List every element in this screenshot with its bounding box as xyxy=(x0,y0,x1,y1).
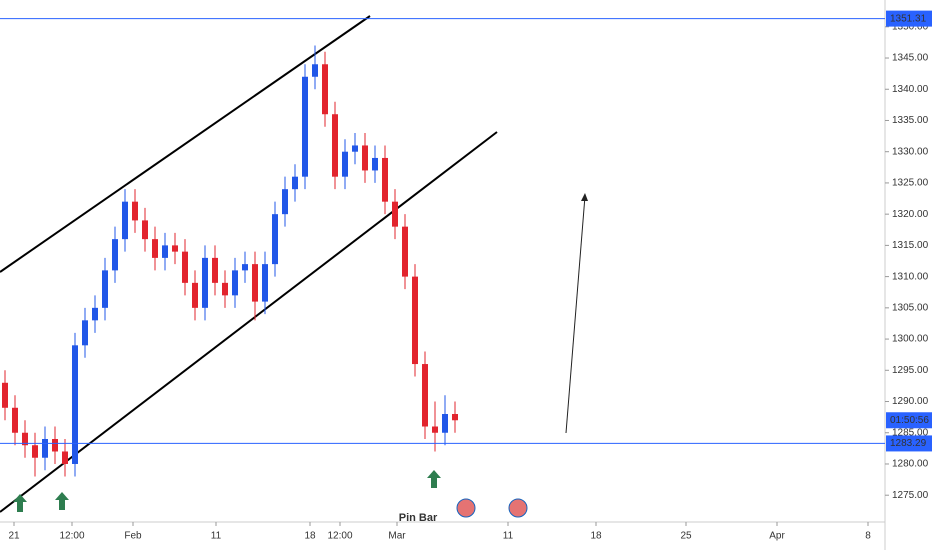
candle-body xyxy=(32,445,38,458)
level-label: 1351.31 xyxy=(890,13,927,24)
candle-body xyxy=(282,189,288,215)
candle-body xyxy=(42,438,48,458)
candle-body xyxy=(452,414,458,421)
candle-body xyxy=(312,64,318,77)
y-tick-label: 1345.00 xyxy=(892,53,929,64)
y-tick-label: 1340.00 xyxy=(892,84,929,95)
y-tick-label: 1320.00 xyxy=(892,209,929,220)
arrow-head xyxy=(581,193,588,201)
y-tick-label: 1335.00 xyxy=(892,115,929,126)
candle-body xyxy=(242,264,248,271)
candle-body xyxy=(132,201,138,221)
candle-body xyxy=(22,432,28,446)
event-icon xyxy=(508,498,528,518)
candle-body xyxy=(172,245,178,252)
annotation: Pin Bar xyxy=(399,512,438,524)
x-tick-label: 18 xyxy=(590,531,602,542)
candle-body xyxy=(302,76,308,177)
y-tick-label: 1280.00 xyxy=(892,459,929,470)
event-icon xyxy=(456,498,476,518)
candle-body xyxy=(332,114,338,177)
x-tick-label: Mar xyxy=(388,531,406,542)
candle-body xyxy=(52,438,58,452)
candle-body xyxy=(352,145,358,152)
y-tick-label: 1300.00 xyxy=(892,334,929,345)
y-tick-label: 1350.00 xyxy=(892,21,929,32)
candle-body xyxy=(12,407,18,433)
candle-body xyxy=(252,264,258,302)
candle-body xyxy=(212,257,218,283)
signal-arrows xyxy=(13,470,441,512)
candle-body xyxy=(362,145,368,171)
y-tick-label: 1285.00 xyxy=(892,427,929,438)
candle-body xyxy=(442,414,448,433)
candle-body xyxy=(342,151,348,177)
candle-body xyxy=(382,157,388,202)
candle-body xyxy=(202,257,208,308)
x-tick-label: Apr xyxy=(769,531,785,542)
candle-body xyxy=(122,201,128,240)
level-label-box xyxy=(886,435,932,452)
candle-body xyxy=(82,320,88,346)
candle-body xyxy=(182,251,188,283)
candle-body xyxy=(232,270,238,296)
countdown: 01:50:56 xyxy=(890,415,929,426)
projection-arrow xyxy=(565,195,586,434)
x-tick-label: 8 xyxy=(865,531,871,542)
candle-body xyxy=(102,270,108,308)
up-arrow xyxy=(427,470,441,488)
candle-body xyxy=(392,201,398,227)
candle-body xyxy=(2,382,8,408)
candle-body xyxy=(422,364,428,427)
candle-body xyxy=(402,226,408,277)
x-tick-label: 11 xyxy=(503,531,514,542)
candle-body xyxy=(412,276,418,365)
event-icons xyxy=(456,498,528,518)
channel-lower xyxy=(0,131,498,513)
x-tick-label: 12:00 xyxy=(59,531,84,542)
x-tick-label: 21 xyxy=(8,531,20,542)
candle-body xyxy=(72,345,78,464)
x-tick-label: 25 xyxy=(680,531,692,542)
candle-body xyxy=(432,426,438,433)
candle-body xyxy=(152,239,158,258)
x-tick-label: 18 xyxy=(304,531,316,542)
up-arrow xyxy=(55,492,69,510)
y-tick-label: 1325.00 xyxy=(892,178,929,189)
x-tick-label: 11 xyxy=(211,531,222,542)
y-tick-label: 1295.00 xyxy=(892,365,929,376)
level-label-box xyxy=(886,10,932,27)
x-tick-label: 12:00 xyxy=(327,531,352,542)
candle-body xyxy=(322,64,328,115)
level-label: 1283.29 xyxy=(890,438,927,449)
candle-body xyxy=(292,176,298,190)
countdown-box xyxy=(886,412,932,429)
channel-upper xyxy=(0,15,371,273)
y-tick-label: 1275.00 xyxy=(892,490,929,501)
y-tick-label: 1315.00 xyxy=(892,240,929,251)
y-tick-label: 1290.00 xyxy=(892,396,929,407)
y-tick-label: 1330.00 xyxy=(892,146,929,157)
candle-body xyxy=(62,451,68,464)
up-arrow xyxy=(13,494,27,512)
y-tick-label: 1305.00 xyxy=(892,302,929,313)
candle-body xyxy=(162,245,168,258)
candle-body xyxy=(192,282,198,308)
x-tick-label: Feb xyxy=(124,531,142,542)
y-tick-label: 1310.00 xyxy=(892,271,929,282)
candle-body xyxy=(262,264,268,302)
candle-body xyxy=(92,307,98,321)
candle-body xyxy=(272,214,278,265)
candle-body xyxy=(372,157,378,171)
candle-body xyxy=(222,282,228,296)
candle-body xyxy=(142,220,148,240)
candle-body xyxy=(112,239,118,271)
